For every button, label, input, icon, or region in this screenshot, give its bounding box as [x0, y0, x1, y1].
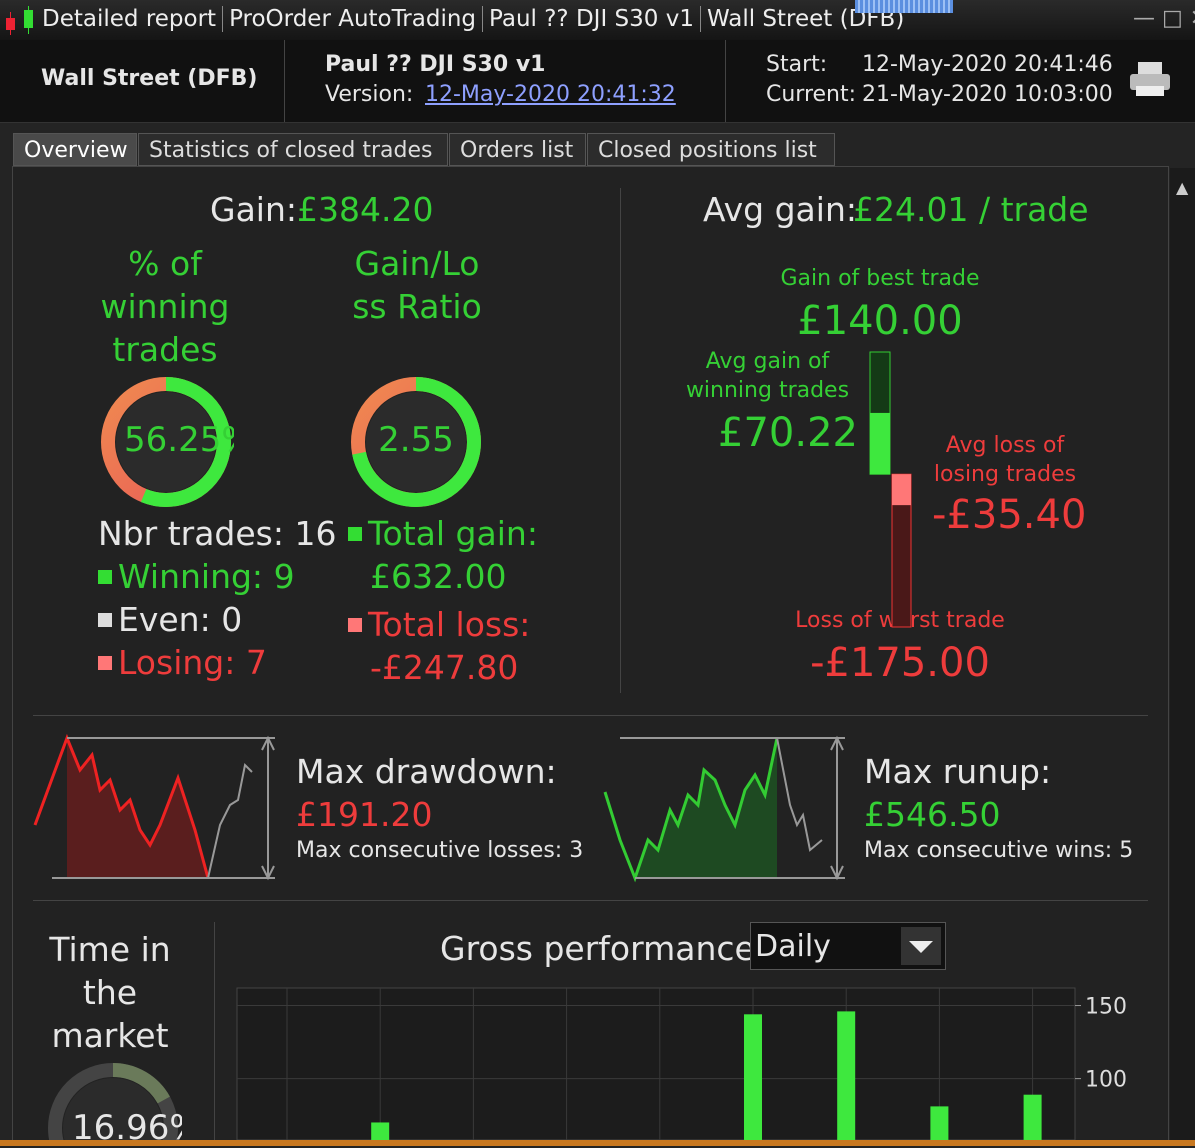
avg-win-label: Avg gain of winning trades [685, 349, 850, 403]
bottom-bar [0, 1140, 1195, 1146]
avg-loss: -£35.40 [932, 492, 1087, 538]
gain-label: Gain: [210, 190, 297, 229]
current: 21-May-2020 10:03:00 [862, 82, 1113, 107]
header [0, 40, 1195, 123]
legend-swatch [98, 613, 112, 627]
tab[interactable]: Statistics of closed trades [138, 133, 448, 166]
worst: -£175.00 [810, 640, 990, 686]
winning-title: % of winning trades [100, 244, 230, 369]
title-items: Detailed report ProOrder AutoTrading Paul … [36, 6, 910, 32]
legend-swatch [348, 527, 362, 541]
donuts [101, 377, 481, 507]
runup-label: Max runup: [864, 752, 1052, 791]
losing-label: Losing: [118, 643, 236, 682]
ratio-title: Gain/Loss Ratio [352, 244, 482, 326]
runup-illustration [603, 735, 845, 883]
version-label: Version: [325, 82, 414, 107]
even-label: Even: [118, 600, 211, 639]
winning-pct: 56.25% [124, 420, 234, 460]
time-title: Time in the market [49, 930, 171, 1055]
divider [284, 40, 285, 122]
avg-loss-bar [892, 474, 911, 506]
y-tick-label: 150 [1085, 995, 1127, 1020]
gain-loss-bar [869, 351, 912, 628]
avg-win: £70.22 [718, 410, 858, 456]
panel [12, 166, 1169, 1146]
version-link[interactable]: 12-May-2020 20:41:32 [425, 82, 676, 107]
plot-area [236, 987, 1076, 1140]
ratio: 2.55 [378, 420, 454, 460]
drawdown-label: Max drawdown: [296, 752, 557, 791]
period: Daily [755, 929, 831, 964]
tab[interactable]: Overview [13, 133, 137, 166]
dropdown-arrow[interactable] [901, 927, 941, 965]
drawdown-consecutive: Max consecutive losses: 3 [296, 838, 584, 863]
title-item: ProOrder AutoTrading [223, 6, 484, 32]
divider [725, 40, 726, 122]
runup: £546.50 [864, 795, 1001, 834]
gain: £384.20 [297, 190, 434, 229]
gross-chart: 100 150 [236, 987, 1127, 1140]
best: £140.00 [797, 298, 963, 344]
scroll-up[interactable]: ▲ [1176, 178, 1189, 197]
y-tick-label: 100 [1085, 1068, 1127, 1093]
progress-widget [855, 0, 953, 13]
title-item: Paul ?? DJI S30 v1 [483, 6, 701, 32]
winning-label: Winning: [118, 557, 264, 596]
divider [620, 188, 621, 693]
ring-arc [351, 377, 481, 507]
bar [930, 1106, 949, 1140]
drawdown: £191.20 [296, 795, 433, 834]
ring-arc [48, 1063, 178, 1146]
separator [33, 715, 1148, 716]
ring-arc [101, 377, 231, 507]
ring-center [116, 392, 216, 492]
nbr-trades: 16 [294, 514, 337, 553]
tab[interactable]: Closed positions list [587, 133, 835, 166]
ring-center [63, 1078, 163, 1146]
bar [371, 1122, 390, 1140]
avg-gain-label: Avg gain: [703, 190, 857, 229]
start: 12-May-2020 20:41:46 [862, 52, 1113, 77]
total-gain: £632.00 [370, 557, 507, 596]
time-donut [48, 1063, 178, 1146]
title-bar [0, 0, 1195, 40]
avg-win-bar [870, 412, 890, 475]
bar [744, 1014, 762, 1140]
app-icon [6, 6, 33, 35]
gross-title: Gross performance [440, 929, 755, 968]
even: 0 [221, 600, 243, 639]
total-loss: -£247.80 [370, 648, 519, 687]
scrollbar[interactable] [1170, 168, 1195, 1140]
divider [214, 922, 215, 1146]
bar [1023, 1094, 1042, 1140]
losing: 7 [245, 643, 267, 682]
title-item: Detailed report [36, 6, 224, 32]
start-label: Start: [766, 52, 828, 77]
print-button[interactable] [1128, 60, 1174, 100]
best-label: Gain of best trade [780, 266, 980, 291]
avg-gain: £24.01 / trade [853, 190, 1089, 229]
ring-center [366, 392, 466, 492]
total-gain-label: Total gain: [368, 514, 538, 553]
bar [837, 1011, 856, 1140]
total-loss-label: Total loss: [368, 605, 531, 644]
window-buttons[interactable]: — □ ✕ [1133, 6, 1195, 31]
nbr-trades-label: Nbr trades: [98, 514, 284, 553]
separator [33, 900, 1148, 901]
drawdown-illustration [33, 733, 275, 881]
tab[interactable]: Orders list [449, 133, 586, 166]
period-dropdown[interactable]: Daily [750, 922, 946, 970]
strategy: Paul ?? DJI S30 v1 [325, 52, 546, 77]
legend-swatch [348, 618, 362, 632]
instrument: Wall Street (DFB) [41, 66, 258, 91]
avg-loss-label: Avg loss of losing trades [933, 433, 1077, 487]
legend-swatch [98, 570, 112, 584]
runup-consecutive: Max consecutive wins: 5 [864, 838, 1134, 863]
legend-swatch [98, 656, 112, 670]
current-label: Current: [766, 82, 857, 107]
winning: 9 [273, 557, 295, 596]
